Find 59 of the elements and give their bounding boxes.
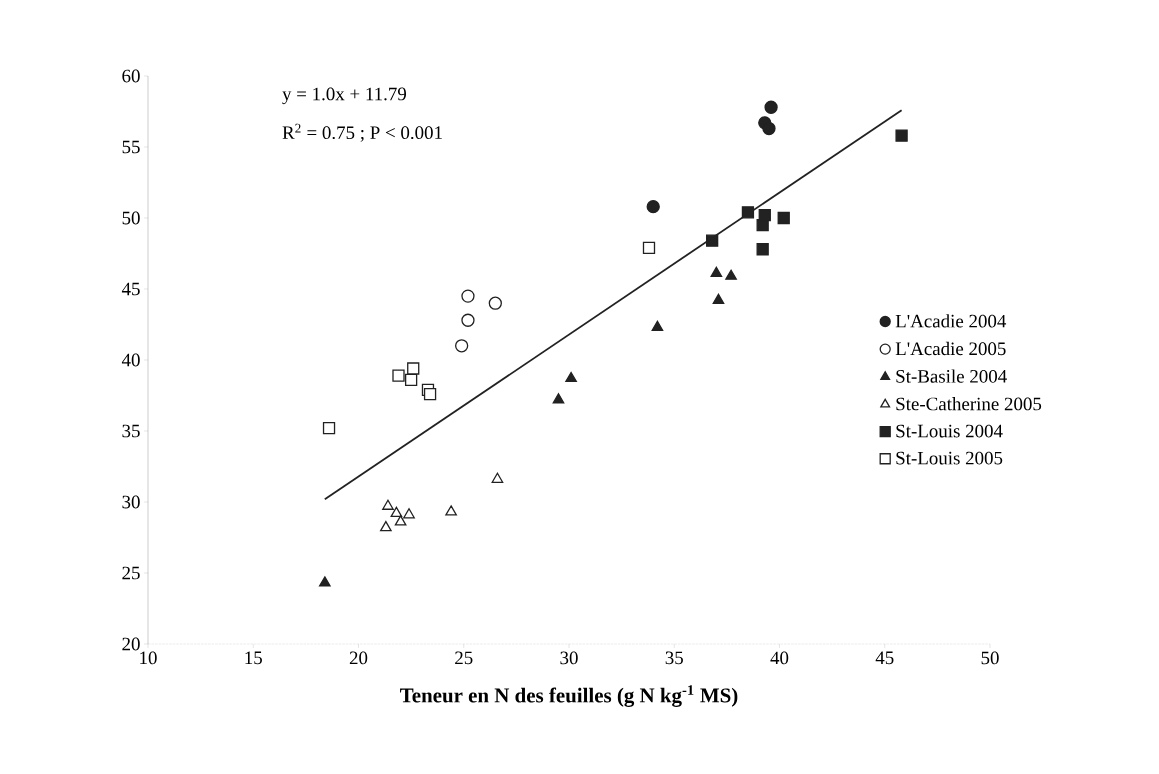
x-tick-label: 25: [455, 651, 473, 665]
point: [403, 508, 415, 519]
point: [461, 289, 475, 303]
x-tick-label: 30: [560, 651, 578, 665]
point: [565, 371, 577, 383]
point: [651, 320, 664, 331]
legend-label: St-Louis 2004: [896, 424, 1003, 438]
x-tick-label: 40: [770, 651, 789, 665]
point: [488, 296, 502, 310]
point: [322, 422, 336, 435]
point: [491, 472, 504, 483]
y-tick-label: 20: [122, 637, 140, 651]
point: [380, 520, 392, 532]
point: [394, 515, 407, 526]
point: [895, 129, 908, 142]
point: [741, 206, 755, 219]
point: [423, 387, 437, 401]
point: [382, 499, 394, 510]
point: [710, 266, 723, 278]
point: [461, 313, 475, 327]
point: [725, 269, 737, 280]
point: [318, 576, 331, 587]
x-tick-label: 35: [665, 651, 683, 665]
point: [646, 199, 660, 214]
y-tick-label: 45: [121, 282, 140, 296]
point: [642, 241, 656, 254]
y-tick-label: 30: [122, 495, 140, 509]
point: [455, 339, 469, 353]
point: [407, 362, 420, 375]
y-tick-label: 40: [121, 353, 140, 367]
point: [764, 100, 778, 114]
point: [777, 211, 790, 225]
x-tick-label: 15: [245, 651, 262, 665]
y-tick-label: 55: [122, 140, 140, 154]
y-tick-label: 50: [122, 211, 140, 225]
point: [756, 243, 769, 256]
point: [390, 506, 403, 518]
x-tick-label: 20: [349, 651, 368, 665]
point: [706, 234, 719, 247]
x-axis-title: Teneur en N des feuilles (g N kg$^{-1}$ MS): [400, 685, 738, 707]
y-tick-label: 25: [122, 566, 140, 580]
annotation: R$^{2}$ = 0.75 ; P < 0.001: [282, 123, 442, 142]
point: [445, 505, 457, 516]
point: [712, 293, 725, 305]
annotation: y = 1.0x + 11.79: [282, 87, 407, 105]
legend-label: L'Acadie 2005: [895, 341, 1006, 356]
legend-label: St-Basile 2004: [896, 369, 1007, 383]
point: [552, 393, 565, 404]
point: [392, 369, 405, 382]
legend-label: L'Acadie 2004: [895, 314, 1007, 328]
x-tick-label: 45: [875, 651, 894, 665]
x-tick-label: 10: [140, 651, 157, 665]
point: [758, 209, 771, 222]
point: [762, 121, 776, 136]
legend-label: St-Louis 2005: [896, 451, 1003, 465]
y-tick-label: 60: [122, 69, 140, 83]
legend-label: Ste-Catherine 2005: [896, 397, 1042, 411]
y-tick-label: 35: [122, 424, 140, 438]
x-tick-label: 50: [981, 651, 999, 665]
